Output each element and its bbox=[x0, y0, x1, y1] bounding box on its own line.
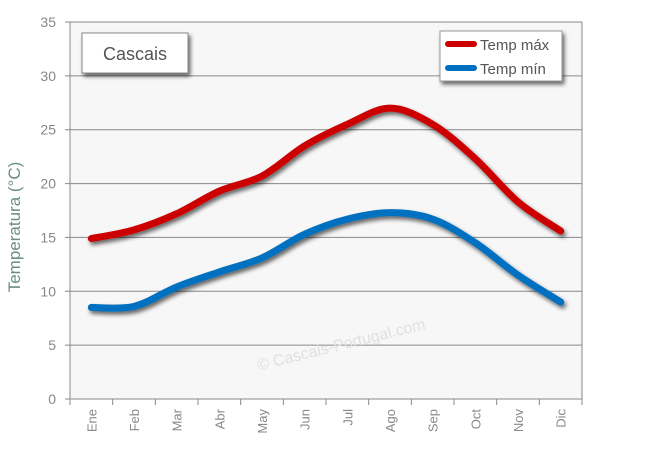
x-tick-label: May bbox=[255, 409, 270, 434]
x-tick-label: Feb bbox=[127, 409, 142, 431]
y-tick-label: 30 bbox=[40, 68, 56, 84]
y-tick-label: 10 bbox=[40, 283, 56, 299]
y-tick-label: 5 bbox=[48, 337, 56, 353]
x-tick-label: Sep bbox=[426, 409, 441, 432]
x-tick-label: Ago bbox=[383, 409, 398, 432]
x-tick-label: Jul bbox=[340, 409, 355, 426]
x-tick-label: Ene bbox=[84, 409, 99, 432]
y-tick-label: 25 bbox=[40, 122, 56, 138]
title-box: Cascais bbox=[82, 33, 188, 73]
legend-label-min: Temp mín bbox=[480, 61, 546, 78]
y-axis-label: Temperatura (°C) bbox=[5, 162, 24, 293]
x-tick-label: Mar bbox=[170, 408, 185, 431]
legend: Temp máx Temp mín bbox=[440, 31, 562, 81]
y-tick-label: 35 bbox=[40, 14, 56, 30]
y-tick-label: 20 bbox=[40, 176, 56, 192]
y-tick-label: 15 bbox=[40, 229, 56, 245]
y-tick-label: 0 bbox=[48, 391, 56, 407]
x-tick-label: Dic bbox=[554, 409, 569, 428]
x-tick-label: Nov bbox=[511, 409, 526, 433]
legend-label-max: Temp máx bbox=[480, 37, 550, 54]
chart-title: Cascais bbox=[103, 44, 167, 64]
x-tick-label: Abr bbox=[212, 408, 227, 429]
x-tick-label: Jun bbox=[298, 409, 313, 430]
x-tick-label: Oct bbox=[468, 409, 483, 430]
